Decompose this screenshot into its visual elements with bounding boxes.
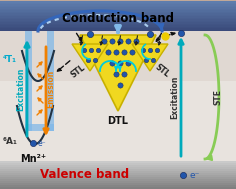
FancyBboxPatch shape	[0, 18, 236, 19]
FancyBboxPatch shape	[0, 171, 236, 173]
FancyBboxPatch shape	[47, 31, 54, 131]
Text: ⁶A₁: ⁶A₁	[3, 136, 18, 146]
FancyBboxPatch shape	[0, 181, 236, 183]
FancyBboxPatch shape	[0, 1, 236, 2]
Text: Excitation: Excitation	[170, 75, 180, 119]
FancyBboxPatch shape	[0, 23, 236, 25]
Text: STL: STL	[153, 63, 171, 79]
FancyBboxPatch shape	[0, 187, 236, 189]
Text: DTL: DTL	[108, 116, 128, 126]
Polygon shape	[132, 44, 168, 71]
FancyBboxPatch shape	[0, 20, 236, 22]
FancyBboxPatch shape	[0, 169, 236, 171]
FancyBboxPatch shape	[0, 175, 236, 177]
FancyBboxPatch shape	[0, 161, 236, 163]
FancyBboxPatch shape	[0, 165, 236, 167]
FancyBboxPatch shape	[0, 2, 236, 4]
FancyBboxPatch shape	[0, 167, 236, 169]
FancyBboxPatch shape	[0, 19, 236, 20]
FancyBboxPatch shape	[0, 26, 236, 28]
Text: STL: STL	[69, 63, 87, 79]
Text: Valence band: Valence band	[40, 169, 130, 181]
FancyBboxPatch shape	[0, 179, 236, 181]
FancyBboxPatch shape	[0, 29, 236, 31]
FancyBboxPatch shape	[0, 25, 236, 26]
FancyBboxPatch shape	[0, 10, 236, 12]
Text: e⁻: e⁻	[38, 139, 47, 147]
FancyBboxPatch shape	[0, 16, 236, 18]
FancyBboxPatch shape	[0, 28, 236, 29]
Text: Conduction band: Conduction band	[62, 12, 174, 25]
FancyBboxPatch shape	[0, 185, 236, 187]
Text: Emission: Emission	[46, 70, 55, 108]
FancyBboxPatch shape	[0, 4, 236, 5]
FancyBboxPatch shape	[0, 13, 236, 15]
Text: STE: STE	[214, 89, 223, 105]
FancyBboxPatch shape	[0, 183, 236, 185]
Text: e⁻: e⁻	[189, 170, 199, 180]
FancyBboxPatch shape	[0, 5, 236, 7]
FancyBboxPatch shape	[0, 22, 236, 23]
FancyBboxPatch shape	[0, 9, 236, 10]
FancyBboxPatch shape	[0, 15, 236, 16]
FancyBboxPatch shape	[0, 31, 236, 161]
FancyBboxPatch shape	[0, 163, 236, 165]
Polygon shape	[80, 35, 156, 111]
FancyBboxPatch shape	[0, 177, 236, 179]
FancyBboxPatch shape	[0, 7, 236, 9]
Polygon shape	[72, 44, 108, 71]
Text: ⁴T₁: ⁴T₁	[3, 54, 17, 64]
FancyBboxPatch shape	[0, 12, 236, 13]
FancyBboxPatch shape	[25, 31, 32, 131]
Text: Excitation: Excitation	[17, 67, 25, 111]
FancyBboxPatch shape	[25, 124, 54, 131]
FancyBboxPatch shape	[0, 81, 236, 161]
FancyBboxPatch shape	[0, 0, 236, 31]
FancyBboxPatch shape	[0, 173, 236, 175]
Text: Mn²⁺: Mn²⁺	[20, 154, 46, 164]
